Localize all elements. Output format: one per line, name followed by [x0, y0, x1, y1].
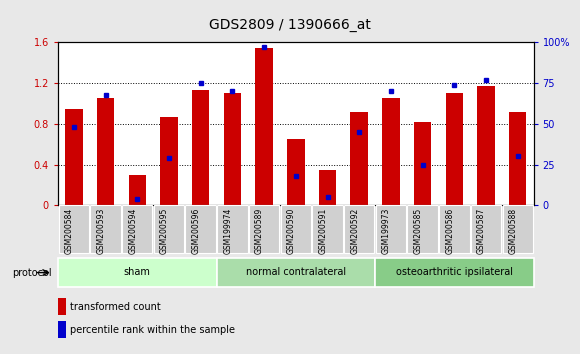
FancyBboxPatch shape: [58, 258, 216, 287]
Bar: [65, 109, 82, 205]
Bar: [160, 117, 177, 205]
Text: GSM200584: GSM200584: [65, 208, 74, 254]
Text: GSM200594: GSM200594: [128, 208, 137, 254]
Text: GDS2809 / 1390666_at: GDS2809 / 1390666_at: [209, 18, 371, 32]
Text: GSM200592: GSM200592: [350, 208, 359, 254]
FancyBboxPatch shape: [502, 205, 533, 253]
Text: GSM200595: GSM200595: [160, 208, 169, 254]
Bar: [58, 321, 66, 338]
Text: GSM199973: GSM199973: [382, 208, 391, 254]
FancyBboxPatch shape: [59, 205, 89, 253]
Bar: [319, 170, 336, 205]
Bar: [477, 86, 495, 205]
Text: sham: sham: [124, 267, 151, 277]
Bar: [224, 93, 241, 205]
FancyBboxPatch shape: [344, 205, 375, 253]
Bar: [129, 175, 146, 205]
Bar: [382, 98, 400, 205]
Bar: [509, 112, 527, 205]
FancyBboxPatch shape: [90, 205, 121, 253]
FancyBboxPatch shape: [407, 205, 438, 253]
FancyBboxPatch shape: [216, 258, 375, 287]
FancyBboxPatch shape: [376, 205, 406, 253]
Text: transformed count: transformed count: [70, 302, 161, 312]
Text: protocol: protocol: [13, 268, 52, 278]
Text: GSM200596: GSM200596: [191, 208, 201, 254]
Bar: [255, 47, 273, 205]
FancyBboxPatch shape: [217, 205, 248, 253]
FancyBboxPatch shape: [249, 205, 280, 253]
Bar: [97, 98, 114, 205]
Text: GSM200587: GSM200587: [477, 208, 486, 254]
Text: normal contralateral: normal contralateral: [246, 267, 346, 277]
Bar: [414, 122, 432, 205]
FancyBboxPatch shape: [281, 205, 311, 253]
Text: GSM199974: GSM199974: [223, 208, 233, 254]
Text: osteoarthritic ipsilateral: osteoarthritic ipsilateral: [396, 267, 513, 277]
Text: percentile rank within the sample: percentile rank within the sample: [70, 325, 235, 335]
Text: GSM200591: GSM200591: [318, 208, 328, 254]
FancyBboxPatch shape: [375, 258, 534, 287]
Bar: [192, 90, 209, 205]
FancyBboxPatch shape: [312, 205, 343, 253]
FancyBboxPatch shape: [186, 205, 216, 253]
Text: GSM200590: GSM200590: [287, 208, 296, 254]
FancyBboxPatch shape: [471, 205, 501, 253]
Text: GSM200589: GSM200589: [255, 208, 264, 254]
Bar: [350, 112, 368, 205]
Text: GSM200588: GSM200588: [509, 208, 518, 254]
Text: GSM200585: GSM200585: [414, 208, 423, 254]
FancyBboxPatch shape: [122, 205, 153, 253]
Bar: [287, 139, 305, 205]
Bar: [58, 298, 66, 314]
Text: GSM200586: GSM200586: [445, 208, 454, 254]
FancyBboxPatch shape: [439, 205, 470, 253]
Bar: [445, 93, 463, 205]
Text: GSM200593: GSM200593: [96, 208, 106, 254]
FancyBboxPatch shape: [154, 205, 184, 253]
